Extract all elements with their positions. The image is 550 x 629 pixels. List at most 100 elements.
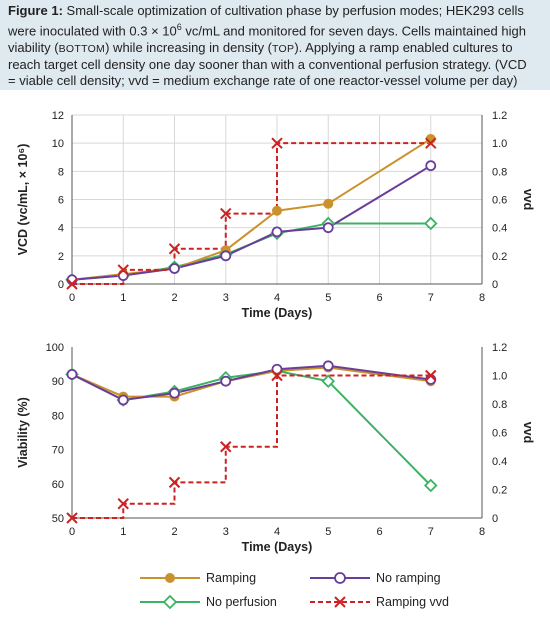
vcd-chart-y-left-tick-label: 0 (58, 279, 64, 291)
viability-chart-y-left-tick-label: 50 (52, 513, 64, 525)
caption-line-4: reach target cell density one day sooner… (8, 56, 527, 72)
legend-ramping: Ramping (140, 571, 256, 585)
vcd-chart-x-tick-label: 4 (274, 292, 280, 304)
viability-chart-x-tick-label: 6 (376, 526, 382, 538)
viability-chart-series-no-ramping-point (117, 394, 129, 406)
viability-chart-series-no-perfusion-point (321, 374, 336, 388)
vcd-chart-x-axis-label: Time (Days) (242, 306, 313, 320)
viability-chart-y-right-tick-label: 0 (492, 513, 498, 525)
viability-chart-x-tick-label: 8 (479, 526, 485, 538)
viability-chart-series-ramping-vvd-point (168, 476, 181, 489)
viability-chart-x-axis-label: Time (Days) (242, 540, 313, 554)
caption-line-3: viability (BOTTOM) while increasing in d… (8, 39, 513, 55)
vcd-chart-series-no-ramping-point (169, 263, 180, 274)
vcd-chart-y-right-tick-label: 0 (492, 279, 498, 291)
viability-chart-y-left-tick-label: 100 (46, 342, 64, 354)
viability-chart-y-right-tick-label: 0.2 (492, 485, 507, 497)
viability-chart-y-right-tick-label: 0.4 (492, 456, 507, 468)
vcd-chart-y-left-tick-label: 2 (58, 251, 64, 263)
vcd-chart-series-no-ramping-point (220, 250, 232, 262)
vcd-chart-series-ramping-vvd-point (66, 278, 78, 290)
viability-chart-series-ramping-vvd-point (117, 498, 129, 510)
vcd-chart-series-no-ramping-point (271, 226, 283, 238)
viability-chart-series-no-perfusion-point (423, 478, 438, 493)
viability-chart-series-no-perfusion-line (71, 369, 432, 487)
legend-ramping-label: Ramping (206, 571, 256, 585)
viability-chart-y-left-tick-label: 90 (52, 376, 64, 388)
vcd-chart-series-ramping-line (71, 138, 432, 281)
viability-chart: 0 1 2 3 4 5 6 7 8 50 60 70 80 90 100 0 0.2 0.4 0.6 0.8 1.0 1.… (16, 342, 535, 554)
legend-no-perfusion-label: No perfusion (206, 595, 277, 609)
vcd-chart-y-left-tick-label: 8 (58, 166, 64, 178)
legend-no-perfusion: No perfusion (140, 594, 277, 610)
vcd-chart-x-tick-label: 8 (479, 292, 485, 304)
legend-no-perfusion-marker (162, 594, 178, 610)
viability-chart-x-tick-label: 4 (274, 526, 280, 538)
vcd-chart-y-right-tick-label: 1.0 (492, 138, 507, 150)
vcd-chart-x-tick-label: 6 (376, 292, 382, 304)
viability-chart-y-right-tick-label: 0.6 (492, 428, 507, 440)
legend-no-ramping: No ramping (310, 571, 441, 585)
vcd-chart-y-right-tick-label: 0.2 (492, 251, 507, 263)
legend-ramping-marker (165, 573, 175, 583)
viability-chart-series-no-ramping-point (220, 375, 232, 387)
viability-chart-y-left-tick-label: 80 (52, 410, 64, 422)
legend-ramping-vvd-marker (334, 596, 346, 608)
viability-chart-series-ramping-vvd-point (271, 369, 283, 382)
vcd-chart-y-right-tick-label: 0.4 (492, 223, 507, 235)
caption-line-2: were inoculated with 0.3 × 106 vc/mL and… (8, 22, 526, 39)
vcd-chart-x-tick-label: 0 (69, 292, 75, 304)
legend-no-ramping-marker (334, 572, 346, 584)
vcd-chart: 0 1 2 3 4 5 6 7 802468101200.20.40.60.81.01.2Tim… (16, 110, 535, 320)
viability-chart-series-no-ramping-point (169, 387, 180, 399)
viability-chart-y-left-tick-label: 60 (52, 479, 64, 491)
viability-chart-y-right-tick-label: 1.0 (492, 371, 507, 383)
viability-chart-x-tick-label: 7 (428, 526, 434, 538)
vcd-chart-x-tick-label: 3 (223, 292, 229, 304)
vcd-chart-x-tick-label: 5 (325, 292, 331, 304)
viability-chart-series-no-ramping-point (66, 368, 78, 380)
figure-caption: Figure 1: Small-scale optimization of cu… (0, 0, 550, 90)
legend-ramping-vvd: Ramping vvd (310, 595, 449, 609)
viability-chart-y-left-axis-label: Viability (%) (16, 397, 30, 468)
viability-chart-x-tick-label: 2 (171, 526, 177, 538)
viability-chart-series-no-ramping-point (271, 363, 283, 375)
vcd-chart-series-ramping-vvd-point (271, 137, 283, 149)
viability-chart-x-tick-label: 1 (120, 526, 126, 538)
vcd-chart-x-tick-label: 7 (428, 292, 434, 304)
vcd-chart-series-ramping-vvd-point (425, 137, 437, 149)
viability-chart-y-right-tick-label: 1.2 (492, 342, 507, 354)
vcd-chart-x-tick-label: 1 (120, 292, 126, 304)
vcd-chart-y-right-tick-label: 1.2 (492, 110, 507, 122)
viability-chart-series-ramping-vvd-point (425, 369, 437, 382)
caption-label: Figure 1: (8, 3, 63, 18)
vcd-chart-series-ramping-vvd-line (72, 142, 431, 285)
vcd-chart-series-ramping-point (323, 198, 334, 209)
vcd-chart-series-no-ramping-point (425, 160, 437, 172)
vcd-chart-y-left-tick-label: 6 (58, 195, 64, 207)
caption-line-5: = viable cell density; vvd = medium exch… (8, 73, 518, 89)
viability-chart-x-tick-label: 3 (223, 526, 229, 538)
vcd-chart-series-no-perfusion-point (423, 216, 438, 231)
charts-svg: 0 1 2 3 4 5 6 7 802468101200.20.40.60.81.01.2Tim… (16, 110, 535, 610)
vcd-chart-series-no-ramping-point (322, 222, 334, 234)
viability-chart-series-ramping-vvd-point (66, 512, 78, 524)
vcd-chart-series-ramping-vvd-point (117, 264, 129, 276)
viability-chart-series-ramping-vvd-line (72, 374, 431, 519)
viability-chart-x-tick-label: 5 (325, 526, 331, 538)
vcd-chart-y-left-tick-label: 10 (52, 138, 64, 150)
vcd-chart-y-right-tick-label: 0.6 (492, 195, 507, 207)
viability-chart-y-right-axis-label: vvd (521, 422, 535, 444)
legend-ramping-vvd-label: Ramping vvd (376, 595, 449, 609)
vcd-chart-y-left-tick-label: 12 (52, 110, 64, 122)
vcd-chart-y-left-tick-label: 4 (58, 223, 64, 235)
vcd-chart-y-right-tick-label: 0.8 (492, 166, 507, 178)
vcd-chart-series-ramping-vvd-point (220, 207, 232, 220)
legend: Ramping No ramping No perfusion Ramping … (140, 571, 449, 610)
vcd-chart-x-tick-label: 2 (171, 292, 177, 304)
viability-chart-y-right-tick-label: 0.8 (492, 399, 507, 411)
vcd-chart-series-ramping-vvd-point (168, 243, 181, 255)
legend-no-ramping-label: No ramping (376, 571, 441, 585)
caption-line-1: Figure 1: Small-scale optimization of cu… (8, 3, 524, 18)
